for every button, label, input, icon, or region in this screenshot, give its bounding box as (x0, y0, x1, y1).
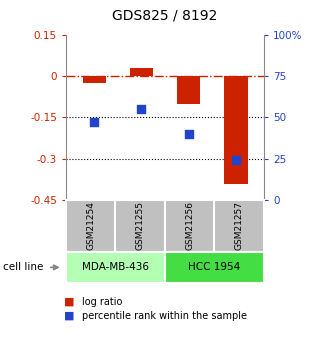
Text: GSM21256: GSM21256 (185, 201, 194, 250)
Bar (130, 68, 153, 76)
Text: log ratio: log ratio (82, 297, 123, 307)
Point (233, 158, 238, 163)
Text: GSM21257: GSM21257 (235, 201, 244, 250)
Bar (177, 76, 200, 104)
Bar (224, 76, 248, 184)
Text: GDS825 / 8192: GDS825 / 8192 (112, 9, 218, 22)
Point (92, 119, 97, 125)
Text: GSM21254: GSM21254 (86, 201, 95, 250)
Text: ■: ■ (64, 297, 75, 307)
Bar (82, 76, 106, 83)
Text: MDA-MB-436: MDA-MB-436 (82, 263, 149, 272)
Point (186, 131, 191, 137)
Text: percentile rank within the sample: percentile rank within the sample (82, 311, 248, 321)
Text: HCC 1954: HCC 1954 (188, 263, 241, 272)
Text: ■: ■ (64, 311, 75, 321)
Text: GSM21255: GSM21255 (136, 201, 145, 250)
Point (139, 106, 144, 112)
Text: cell line: cell line (3, 263, 44, 272)
